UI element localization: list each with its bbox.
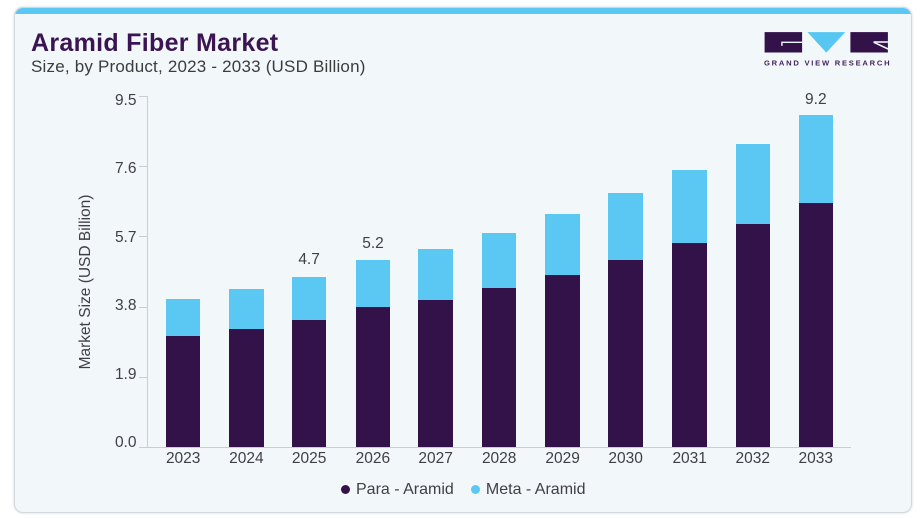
svg-text:GRAND VIEW RESEARCH: GRAND VIEW RESEARCH [764,59,891,68]
